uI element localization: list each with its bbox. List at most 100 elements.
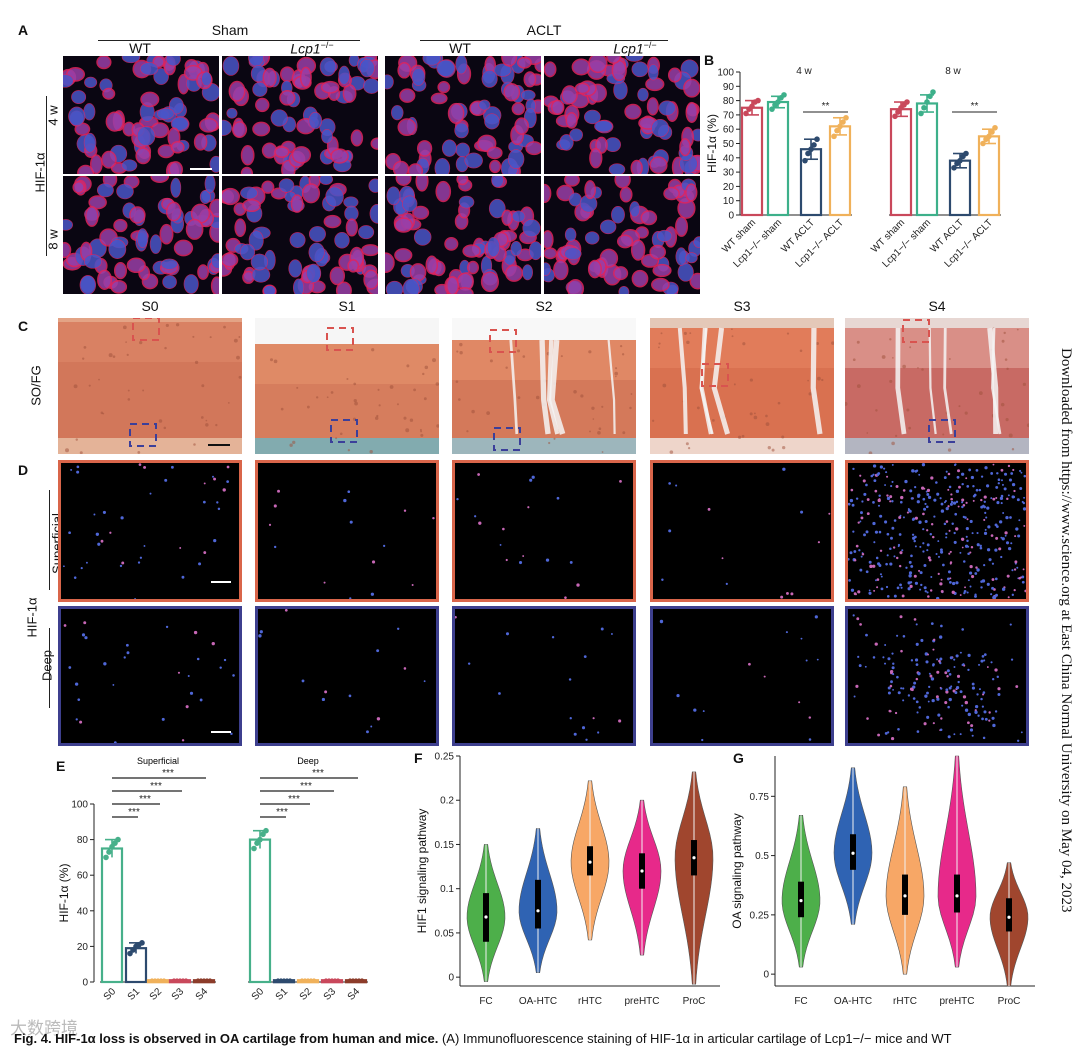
fluorescent-cell bbox=[396, 627, 400, 630]
fluorescent-cell bbox=[969, 585, 972, 588]
fluorescent-cell bbox=[992, 596, 996, 599]
fluorescent-cell bbox=[995, 536, 999, 540]
genotype-lcp1-sham-text: Lcp1 bbox=[290, 40, 321, 57]
fluorescent-cell bbox=[1023, 524, 1026, 527]
fluorescent-cell bbox=[876, 473, 880, 477]
cell-nucleus bbox=[183, 274, 199, 294]
fluorescent-cell bbox=[551, 636, 555, 639]
cell-nucleus bbox=[574, 82, 590, 95]
chondrocyte bbox=[369, 450, 373, 454]
chondrocyte bbox=[227, 402, 230, 404]
x-tick-label: S2 bbox=[148, 986, 165, 1003]
cell-nucleus bbox=[544, 230, 554, 250]
cell-nucleus bbox=[693, 236, 700, 249]
fluorescent-cell bbox=[995, 593, 998, 597]
chondrocyte bbox=[517, 396, 521, 400]
fluorescent-cell bbox=[865, 570, 869, 574]
fluorescent-cell bbox=[926, 549, 929, 552]
fluorescent-cell bbox=[911, 469, 915, 473]
chondrocyte bbox=[420, 433, 424, 437]
fluorescent-cell bbox=[872, 501, 875, 504]
deep-if-image bbox=[255, 606, 439, 746]
chondrocyte bbox=[205, 423, 209, 427]
fluorescent-cell bbox=[967, 545, 970, 548]
fluorescent-cell bbox=[1021, 575, 1025, 579]
fluorescent-cell bbox=[1014, 560, 1018, 564]
fluorescent-cell bbox=[125, 643, 129, 647]
fluorescent-cell bbox=[219, 666, 222, 669]
panel-d-letter: D bbox=[18, 462, 29, 478]
chondrocyte bbox=[696, 406, 700, 410]
fluorescent-cell bbox=[947, 472, 951, 476]
fluorescent-cell bbox=[998, 520, 1003, 524]
chondrocyte bbox=[978, 391, 983, 395]
data-point bbox=[980, 140, 986, 147]
fluorescent-cell bbox=[963, 560, 966, 563]
cell-nucleus bbox=[493, 63, 512, 77]
fluorescent-cell bbox=[875, 579, 877, 582]
fluorescent-cell bbox=[93, 513, 96, 516]
cell-nucleus bbox=[338, 65, 351, 85]
chondrocyte bbox=[831, 341, 834, 345]
fluorescent-cell bbox=[900, 495, 904, 500]
fluorescent-cell bbox=[800, 510, 804, 514]
fluorescent-cell bbox=[982, 691, 986, 694]
fluorescent-cell bbox=[914, 545, 917, 548]
fluorescent-cell bbox=[828, 512, 831, 515]
data-point bbox=[257, 836, 263, 843]
cell-nucleus bbox=[409, 263, 427, 282]
if-micrograph bbox=[385, 176, 541, 294]
x-tick-label: S1 bbox=[274, 986, 291, 1003]
cell-nucleus bbox=[514, 117, 530, 135]
safranin-o-image bbox=[650, 318, 834, 454]
chondrocyte bbox=[423, 397, 427, 401]
data-point bbox=[156, 978, 160, 983]
fluorescent-cell bbox=[983, 531, 988, 536]
fluorescent-cell bbox=[947, 505, 950, 508]
fluorescent-cell bbox=[914, 581, 918, 585]
data-point bbox=[837, 123, 843, 130]
fluorescent-cell bbox=[529, 478, 533, 482]
data-point bbox=[781, 92, 787, 98]
superficial-if-image bbox=[58, 460, 242, 602]
fluorescent-cell bbox=[873, 541, 876, 544]
fluorescent-cell bbox=[887, 731, 890, 734]
data-point bbox=[921, 104, 927, 111]
fluorescent-cell bbox=[884, 484, 886, 486]
chondrocyte bbox=[588, 350, 592, 354]
chondrocyte bbox=[777, 401, 781, 405]
fluorescent-cell bbox=[924, 590, 927, 593]
data-point bbox=[300, 978, 304, 983]
fluorescent-cell bbox=[967, 579, 970, 582]
fluorescent-cell bbox=[980, 475, 984, 478]
fluorescent-cell bbox=[910, 659, 914, 662]
fluorescent-cell bbox=[891, 526, 895, 530]
fluorescent-cell bbox=[873, 479, 877, 483]
fluorescent-cell bbox=[959, 551, 962, 554]
fluorescent-cell bbox=[921, 486, 925, 490]
fluorescent-cell bbox=[964, 586, 966, 589]
fluorescent-cell bbox=[966, 539, 969, 543]
fluorescent-cell bbox=[949, 562, 952, 565]
fluorescent-cell bbox=[915, 623, 918, 626]
fluorescent-cell bbox=[932, 648, 935, 651]
fluorescent-cell bbox=[878, 494, 881, 497]
fluorescent-cell bbox=[896, 586, 900, 590]
data-point bbox=[904, 99, 910, 105]
fluorescent-cell bbox=[858, 664, 862, 668]
fluorescent-cell bbox=[967, 712, 972, 717]
fluorescent-cell bbox=[97, 542, 101, 546]
fluorescent-cell bbox=[896, 634, 899, 637]
fluorescent-cell bbox=[455, 616, 457, 619]
chondrocyte bbox=[902, 364, 906, 369]
cell-nucleus bbox=[308, 111, 323, 130]
fluorescent-cell bbox=[899, 551, 903, 555]
chondrocyte bbox=[629, 406, 632, 410]
fluorescent-cell bbox=[999, 496, 1004, 501]
data-point bbox=[139, 940, 145, 946]
fluorescent-cell bbox=[889, 495, 893, 499]
chondrocyte bbox=[413, 388, 416, 392]
fluorescent-cell bbox=[785, 631, 788, 634]
panel-g-violin-chart: 0 0.25 0.5 0.75 OA signaling pathway FC OA-HTC… bbox=[730, 755, 1035, 1007]
cell-nucleus bbox=[489, 159, 502, 174]
